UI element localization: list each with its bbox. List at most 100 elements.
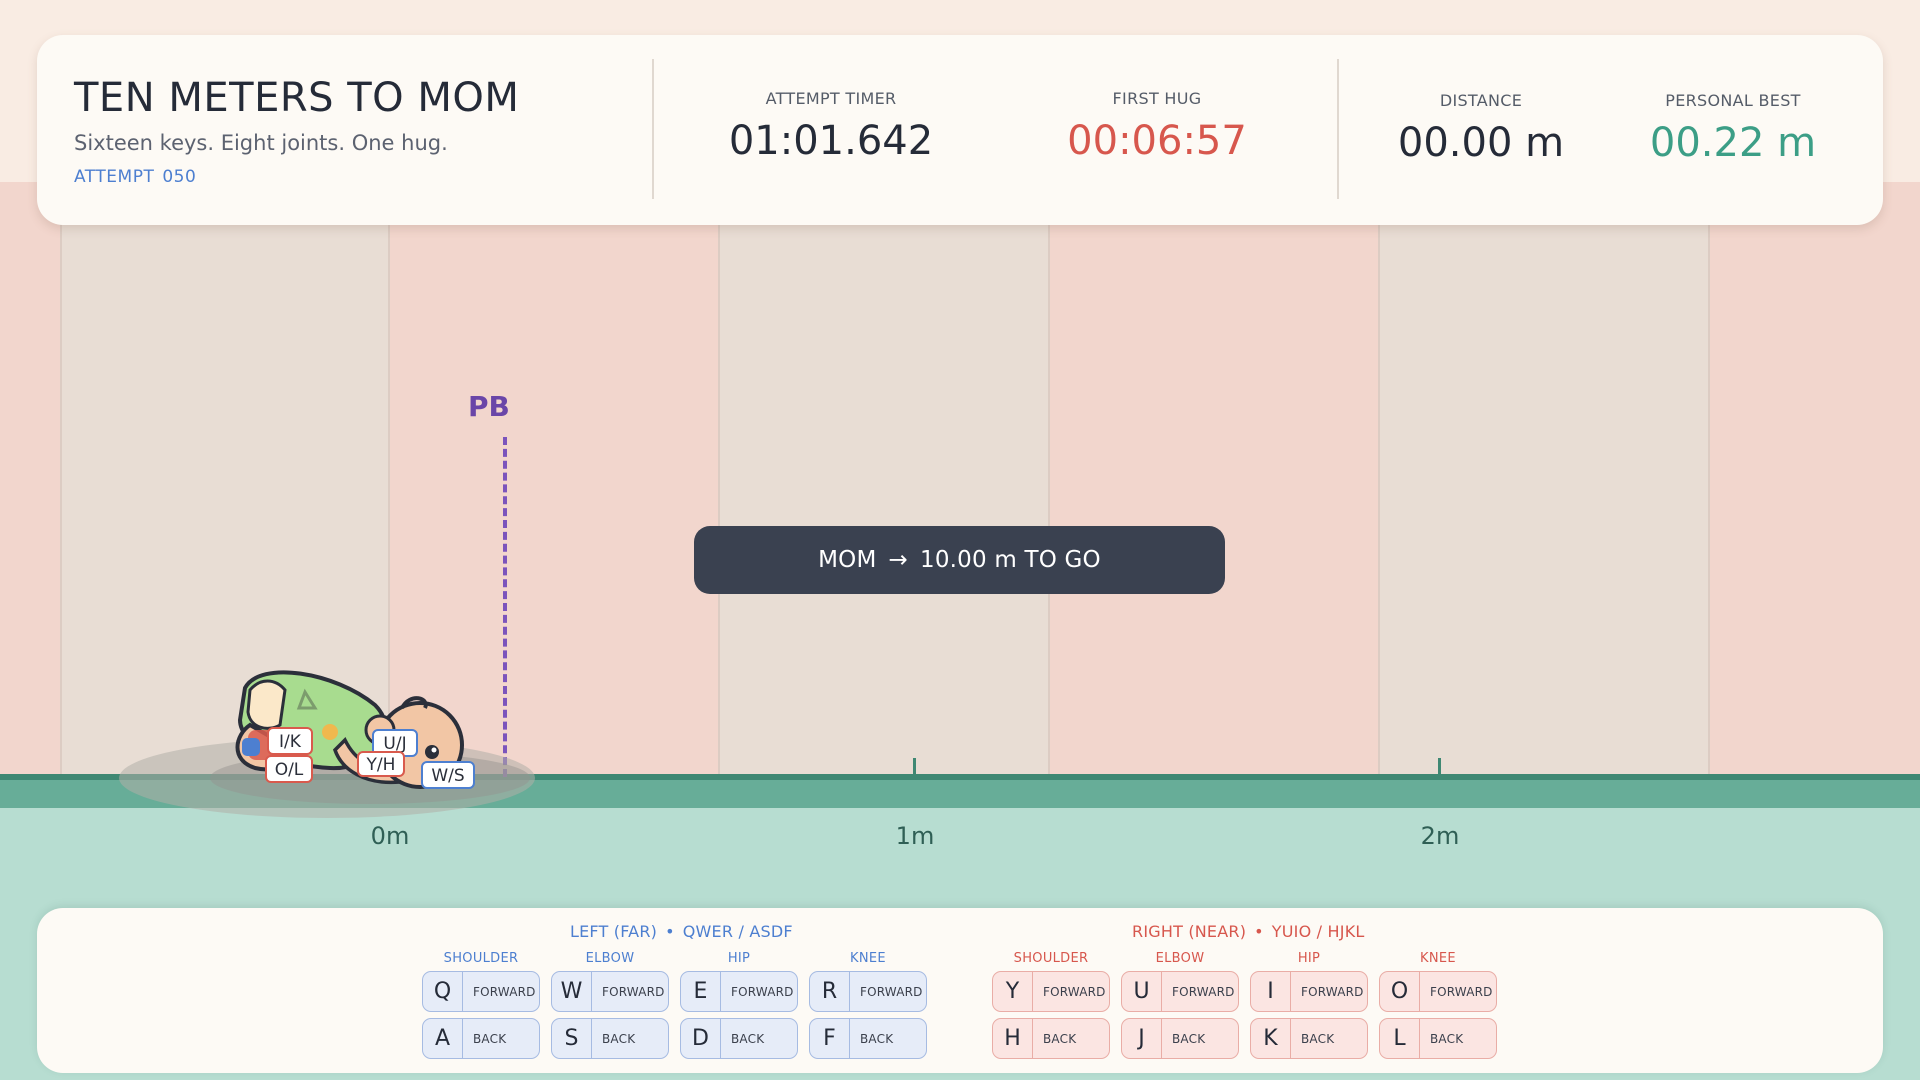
track-stripe [390, 182, 720, 775]
baby-key-tag-yh: Y/H [357, 751, 405, 777]
key-cap: H [993, 1019, 1033, 1058]
svg-text:U/J: U/J [383, 734, 406, 754]
svg-text:W/S: W/S [431, 766, 464, 786]
baby-joint-blue [242, 738, 260, 756]
baby-key-tag-ws: W/S [421, 761, 475, 789]
joint-name: KNEE [1420, 951, 1456, 966]
right-elbow-forward-key[interactable]: U FORWARD [1121, 971, 1239, 1012]
left-shoulder-control: SHOULDER Q FORWARD A BACK [422, 951, 540, 1065]
key-action: FORWARD [1301, 984, 1364, 999]
baby-character: I/K O/L U/J Y/H W/S [119, 670, 535, 818]
personal-best-value: 00.22 m [1649, 120, 1817, 166]
baby-eye [425, 745, 439, 759]
distance-label-0m: 0m [370, 822, 410, 850]
left-shoulder-back-key[interactable]: A BACK [422, 1018, 540, 1059]
baby-eye-shine [431, 747, 437, 753]
left-knee-back-key[interactable]: F BACK [809, 1018, 927, 1059]
left-side-keys: QWER / ASDF [682, 922, 793, 941]
key-action: FORWARD [1172, 984, 1235, 999]
right-hip-control: HIP I FORWARD K BACK [1250, 951, 1368, 1065]
right-shoulder-control: SHOULDER Y FORWARD H BACK [992, 951, 1110, 1065]
key-cap: F [810, 1019, 850, 1058]
arrow-right-icon: → [888, 547, 908, 573]
first-hug-label: FIRST HUG [1112, 89, 1202, 108]
right-elbow-control: ELBOW U FORWARD J BACK [1121, 951, 1239, 1065]
key-cap: Y [993, 972, 1033, 1011]
key-action: FORWARD [1430, 984, 1493, 999]
ground-line [0, 774, 1920, 780]
left-knee-forward-key[interactable]: R FORWARD [809, 971, 927, 1012]
key-cap: W [552, 972, 592, 1011]
left-elbow-control: ELBOW W FORWARD S BACK [551, 951, 669, 1065]
joint-name: HIP [727, 951, 751, 966]
key-action: FORWARD [1043, 984, 1106, 999]
personal-best: PERSONAL BEST 00.22 m [1603, 91, 1863, 166]
track-stripe [1050, 182, 1380, 775]
separator-dot: • [665, 922, 675, 941]
attempt-label: ATTEMPT [74, 167, 155, 187]
key-cap: K [1251, 1019, 1291, 1058]
separator-dot: • [1254, 922, 1264, 941]
key-action: FORWARD [473, 984, 536, 999]
key-action: BACK [1043, 1031, 1077, 1046]
key-cap: R [810, 972, 850, 1011]
personal-best-marker-line [503, 437, 507, 777]
right-shoulder-back-key[interactable]: H BACK [992, 1018, 1110, 1059]
right-hip-back-key[interactable]: K BACK [1250, 1018, 1368, 1059]
game-title: TEN METERS TO MOM [74, 75, 520, 121]
joint-name: ELBOW [1155, 951, 1205, 966]
key-action: BACK [731, 1031, 765, 1046]
hud-divider [652, 59, 654, 199]
right-elbow-back-key[interactable]: J BACK [1121, 1018, 1239, 1059]
left-side-header: LEFT (FAR) • QWER / ASDF [570, 922, 793, 941]
attempt-timer-value: 01:01.642 [728, 118, 934, 164]
key-cap: O [1380, 972, 1420, 1011]
attempt-timer-label: ATTEMPT TIMER [765, 89, 897, 108]
joint-name: SHOULDER [1013, 951, 1089, 966]
distance-tick-1m [913, 758, 916, 776]
mom-remaining: 10.00 m TO GO [920, 547, 1101, 573]
mom-distance-banner: MOM → 10.00 m TO GO [694, 526, 1225, 594]
attempt-timer: ATTEMPT TIMER 01:01.642 [701, 89, 961, 164]
attempt-counter: ATTEMPT 050 [74, 167, 196, 187]
key-cap: J [1122, 1019, 1162, 1058]
baby-key-tag-ol: O/L [265, 755, 313, 783]
right-side-title: RIGHT (NEAR) [1132, 922, 1247, 941]
right-shoulder-forward-key[interactable]: Y FORWARD [992, 971, 1110, 1012]
key-cap: S [552, 1019, 592, 1058]
svg-text:Y/H: Y/H [366, 755, 396, 775]
joint-name: SHOULDER [443, 951, 519, 966]
svg-text:O/L: O/L [275, 760, 304, 780]
key-cap: E [681, 972, 721, 1011]
right-knee-forward-key[interactable]: O FORWARD [1379, 971, 1497, 1012]
right-hip-forward-key[interactable]: I FORWARD [1250, 971, 1368, 1012]
left-elbow-back-key[interactable]: S BACK [551, 1018, 669, 1059]
left-hip-back-key[interactable]: D BACK [680, 1018, 798, 1059]
distance-value: 00.00 m [1397, 120, 1565, 166]
left-knee-control: KNEE R FORWARD F BACK [809, 951, 927, 1065]
track-stripe [720, 182, 1050, 775]
key-action: FORWARD [731, 984, 794, 999]
svg-text:I/K: I/K [279, 732, 302, 752]
left-shoulder-forward-key[interactable]: Q FORWARD [422, 971, 540, 1012]
first-hug-value: 00:06:57 [1067, 118, 1247, 164]
distance: DISTANCE 00.00 m [1351, 91, 1611, 166]
left-hip-forward-key[interactable]: E FORWARD [680, 971, 798, 1012]
controls-panel: LEFT (FAR) • QWER / ASDF RIGHT (NEAR) • YUIO… [37, 908, 1883, 1073]
right-knee-control: KNEE O FORWARD L BACK [1379, 951, 1497, 1065]
right-side-header: RIGHT (NEAR) • YUIO / HJKL [1132, 922, 1365, 941]
distance-label-2m: 2m [1420, 822, 1460, 850]
joint-name: KNEE [850, 951, 886, 966]
joint-name: ELBOW [585, 951, 635, 966]
key-action: FORWARD [602, 984, 665, 999]
key-action: BACK [1430, 1031, 1464, 1046]
key-action: BACK [473, 1031, 507, 1046]
left-side-title: LEFT (FAR) [570, 922, 658, 941]
key-cap: D [681, 1019, 721, 1058]
distance-label-1m: 1m [895, 822, 935, 850]
personal-best-marker-label: PB [468, 390, 510, 423]
left-elbow-forward-key[interactable]: W FORWARD [551, 971, 669, 1012]
key-action: BACK [860, 1031, 894, 1046]
right-knee-back-key[interactable]: L BACK [1379, 1018, 1497, 1059]
key-action: BACK [602, 1031, 636, 1046]
